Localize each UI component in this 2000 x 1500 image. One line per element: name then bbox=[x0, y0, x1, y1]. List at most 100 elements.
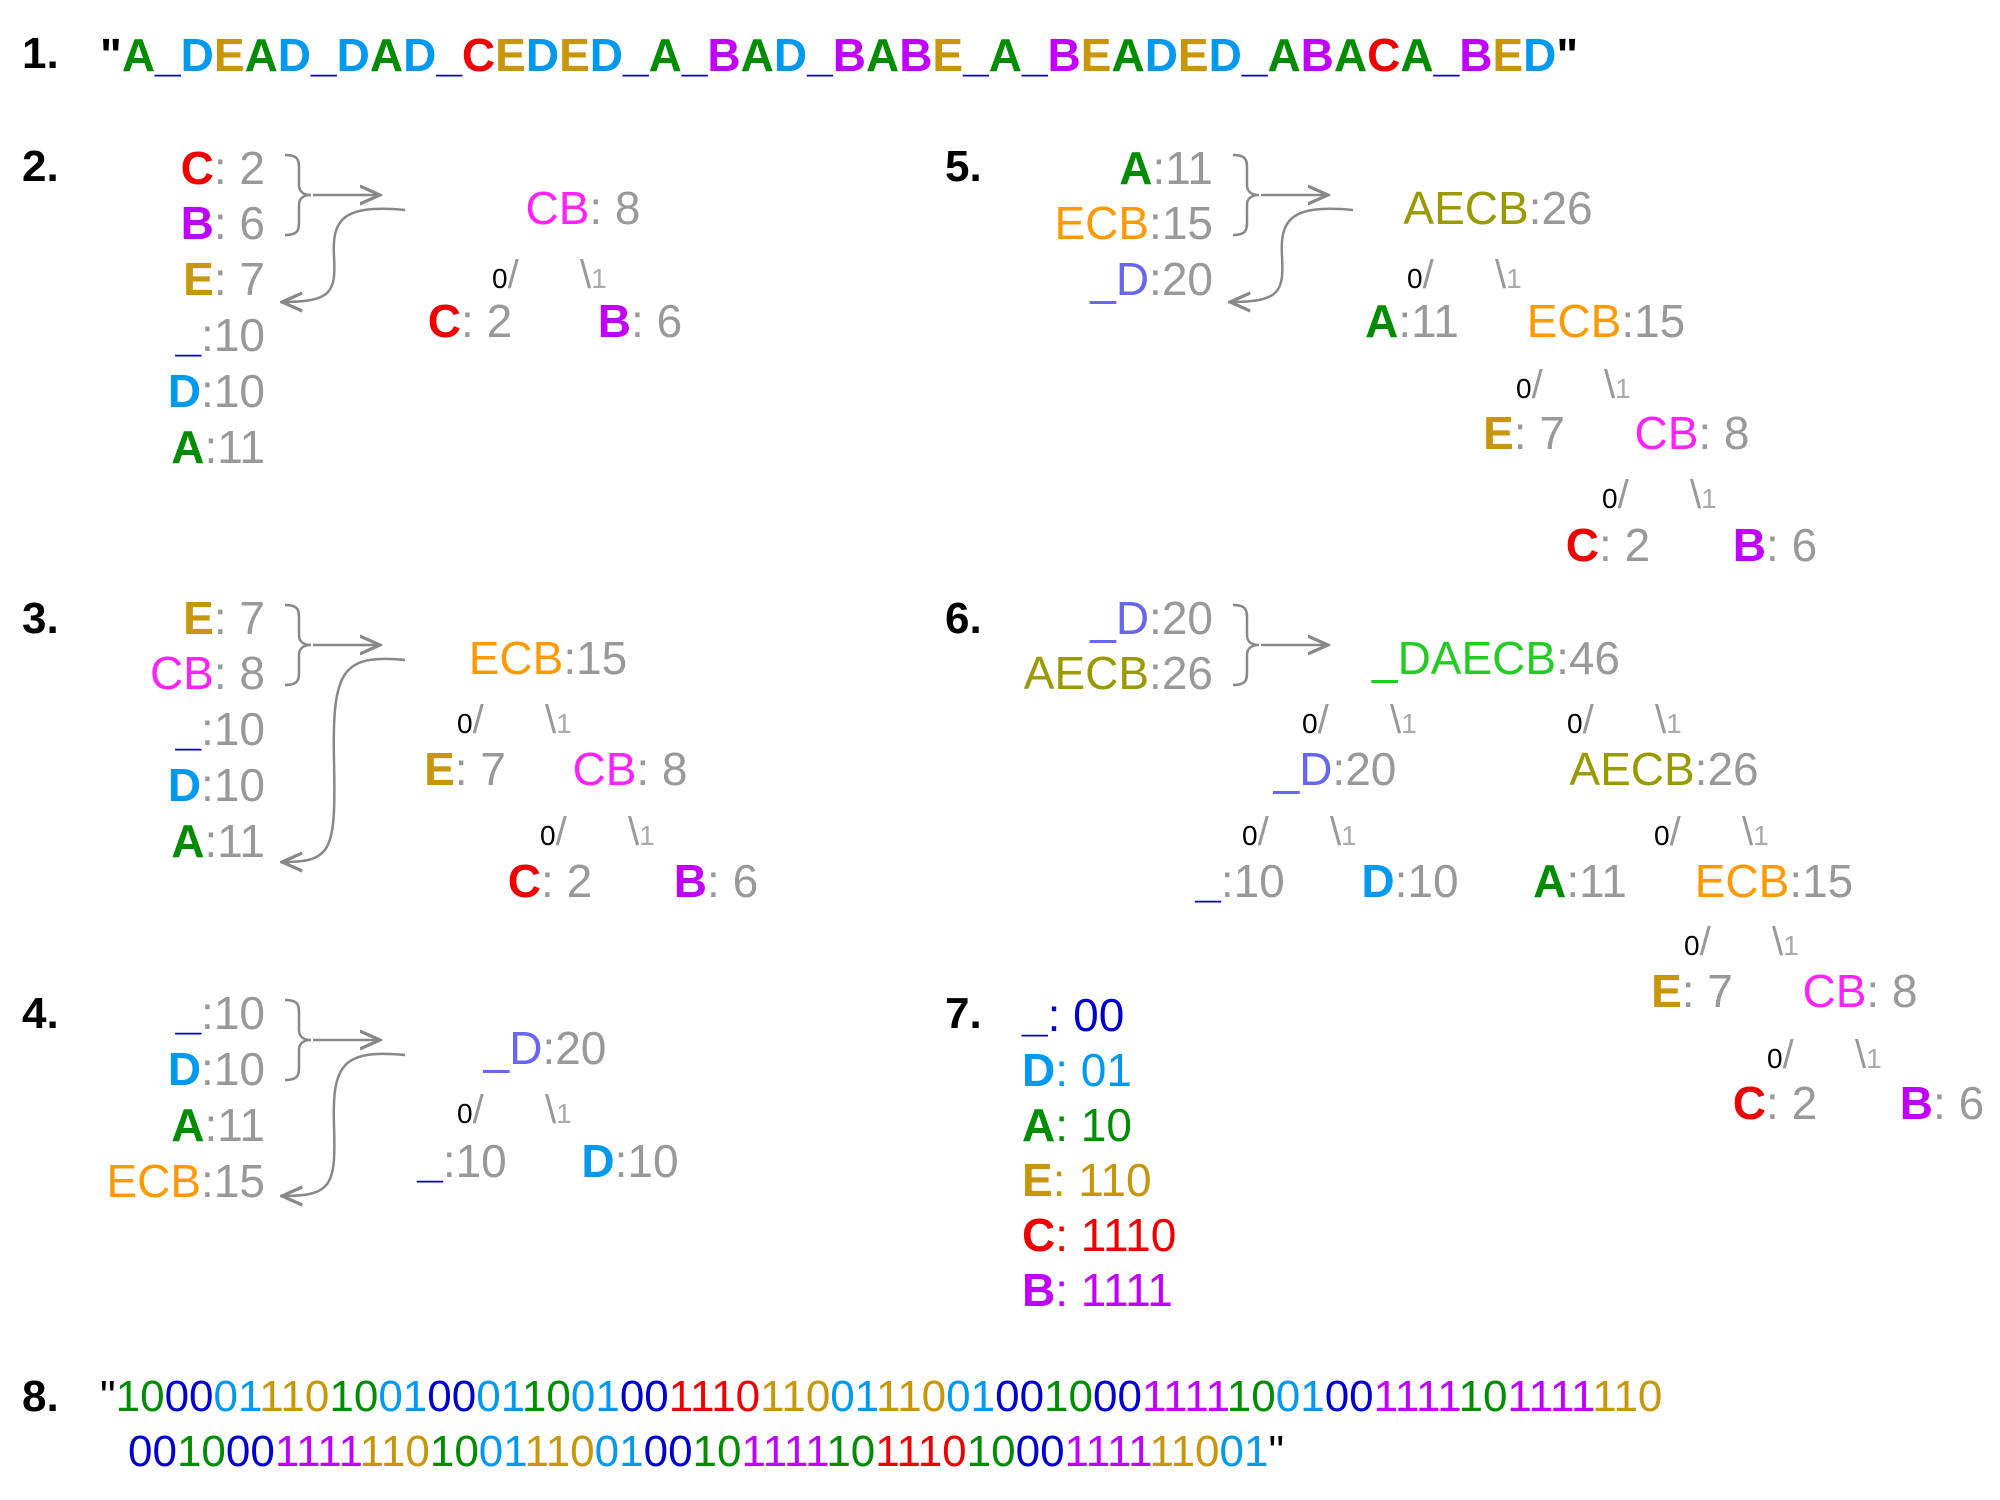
node-weight: 6 bbox=[226, 197, 265, 249]
node-b: B: 6 bbox=[181, 200, 265, 246]
message-char: _ bbox=[963, 29, 989, 81]
encoded-chunk: 10 bbox=[329, 1372, 379, 1421]
message-char: C bbox=[461, 29, 496, 81]
message-char: _ bbox=[1241, 29, 1268, 81]
node-symbol: E bbox=[183, 253, 214, 305]
node-cb: CB: 8 bbox=[330, 746, 930, 792]
edge-1: \1 bbox=[545, 700, 572, 740]
node-symbol: ECB bbox=[1054, 197, 1150, 249]
step-number-7: 7. bbox=[945, 992, 982, 1036]
code-row-a: A: 10 bbox=[1022, 1102, 1132, 1148]
message-char: D bbox=[336, 29, 370, 81]
node-ud: _D:20 bbox=[245, 1025, 845, 1071]
node-symbol: B bbox=[673, 855, 708, 907]
edge-0: 0/ bbox=[1654, 812, 1681, 852]
node-weight: 2 bbox=[1778, 1077, 1818, 1129]
node-b: B: 6 bbox=[340, 298, 940, 344]
edge-bit-0: 0 bbox=[1684, 930, 1700, 961]
node-symbol: A bbox=[171, 815, 205, 867]
edge-slash: \ bbox=[1330, 810, 1342, 854]
code-bits: 10 bbox=[1080, 1099, 1132, 1151]
node-a: A:11 bbox=[171, 424, 265, 470]
node-colon: : bbox=[213, 142, 227, 194]
node-symbol: D bbox=[167, 759, 202, 811]
node-weight: 8 bbox=[649, 743, 688, 795]
edge-1: \1 bbox=[1390, 700, 1417, 740]
edge-0: 0/ bbox=[1767, 1035, 1794, 1075]
encoded-chunk: 10 bbox=[176, 1427, 226, 1476]
node-symbol: B bbox=[597, 295, 632, 347]
code-symbol: _ bbox=[1022, 989, 1048, 1041]
encoded-chunk: 01 bbox=[1219, 1427, 1269, 1476]
step-number-6: 6. bbox=[945, 597, 982, 641]
encoded-chunk: 00 bbox=[619, 1372, 669, 1421]
node-aecb: AECB:26 bbox=[1198, 185, 1798, 231]
encoded-chunk: 01 bbox=[1275, 1372, 1325, 1421]
node-a: A:11 bbox=[1280, 858, 1880, 904]
node-colon: : bbox=[1789, 855, 1803, 907]
edge-bit-1: 1 bbox=[1506, 263, 1522, 294]
node-aecb: AECB:26 bbox=[1364, 746, 1964, 792]
node-symbol: D bbox=[167, 1043, 202, 1095]
node-symbol: A bbox=[1119, 142, 1153, 194]
edge-slash: \ bbox=[1772, 920, 1784, 964]
node-symbol: E bbox=[424, 743, 455, 795]
node-colon: : bbox=[454, 743, 468, 795]
code-bits: 01 bbox=[1080, 1044, 1132, 1096]
code-colon: : bbox=[1055, 1044, 1081, 1096]
message-char: B bbox=[1300, 29, 1334, 81]
node-colon: : bbox=[1152, 142, 1166, 194]
message-char: B bbox=[1459, 29, 1493, 81]
node-symbol: _ bbox=[175, 987, 202, 1039]
encoded-chunk: 00 bbox=[427, 1372, 477, 1421]
node-weight: 26 bbox=[1161, 647, 1213, 699]
message-char: B bbox=[899, 29, 933, 81]
node-colon: : bbox=[1332, 743, 1346, 795]
edge-slash: / bbox=[1617, 473, 1629, 517]
node-weight: 7 bbox=[1694, 965, 1733, 1017]
node-colon: : bbox=[204, 815, 218, 867]
node-symbol: CB bbox=[149, 647, 214, 699]
edge-0: 0/ bbox=[1684, 922, 1711, 962]
node-weight: 20 bbox=[555, 1022, 607, 1074]
edge-bit-1: 1 bbox=[556, 708, 572, 739]
node-symbol: C bbox=[427, 295, 462, 347]
node-colon: : bbox=[1556, 632, 1569, 684]
node-symbol: C bbox=[180, 142, 214, 194]
edge-bit-0: 0 bbox=[457, 1098, 473, 1129]
edge-slash: \ bbox=[1390, 698, 1402, 742]
node-aecb: AECB:26 bbox=[1024, 650, 1213, 696]
step-number-5: 5. bbox=[945, 145, 982, 189]
edge-slash: \ bbox=[1604, 363, 1616, 407]
edge-slash: / bbox=[1257, 810, 1269, 854]
encoded-chunk: 00 bbox=[643, 1427, 693, 1476]
brace bbox=[284, 603, 312, 687]
encoded-chunk: 10 bbox=[692, 1427, 742, 1476]
message-char: A bbox=[648, 29, 682, 81]
node-udaecb: _DAECB:46 bbox=[1196, 635, 1796, 681]
code-bits: 110 bbox=[1078, 1154, 1152, 1206]
arrow-back bbox=[1230, 207, 1354, 302]
node-a: A:11 bbox=[171, 1102, 265, 1148]
node-colon: : bbox=[213, 647, 227, 699]
encoded-chunk: 00 bbox=[995, 1372, 1045, 1421]
node-weight: 15 bbox=[213, 1155, 265, 1207]
edge-bit-0: 0 bbox=[1302, 708, 1318, 739]
node-ecb: ECB:15 bbox=[1474, 858, 2000, 904]
node-weight: 11 bbox=[217, 1099, 265, 1151]
node-ecb: ECB:15 bbox=[248, 635, 848, 681]
encoded-chunk: 1111 bbox=[1373, 1372, 1459, 1421]
node-weight: 10 bbox=[455, 1135, 507, 1187]
message-char: A bbox=[988, 29, 1022, 81]
message-char: _ bbox=[681, 29, 708, 81]
node-c: C: 2 bbox=[1475, 1080, 2000, 1126]
node-weight: 10 bbox=[213, 1043, 265, 1095]
edge-0: 0/ bbox=[457, 700, 484, 740]
edge-slash: \ bbox=[580, 253, 592, 297]
edge-0: 0/ bbox=[1602, 475, 1629, 515]
step-number-label: 7. bbox=[945, 989, 982, 1038]
edge-slash: \ bbox=[1495, 253, 1507, 297]
node-c: C: 2 bbox=[250, 858, 850, 904]
node-colon: : bbox=[201, 703, 214, 755]
